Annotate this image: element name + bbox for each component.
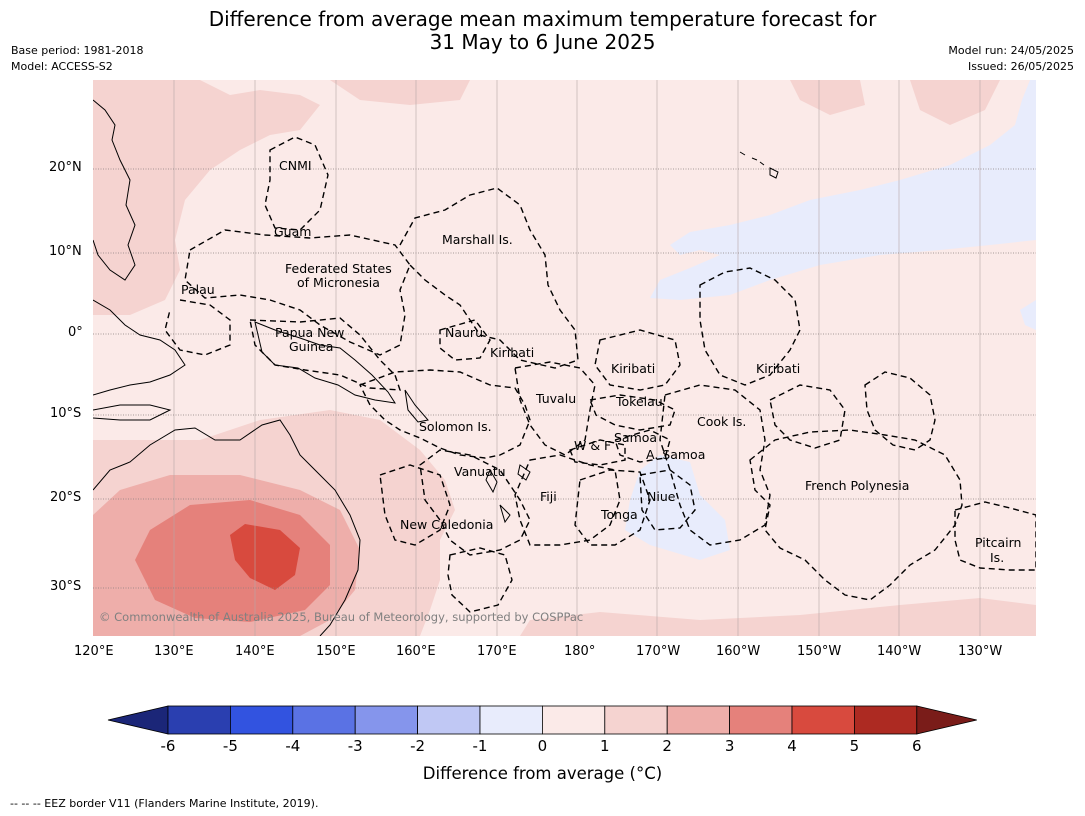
lon-label-170e: 170°E (477, 644, 517, 659)
colorbar-tick-label: -3 (347, 737, 363, 755)
colorbar-tick-label: 4 (787, 737, 797, 755)
region-label-kiribati-west: Kiribati (490, 345, 535, 360)
model-name: Model: ACCESS-S2 (11, 60, 113, 73)
meridian-lines (173, 80, 981, 636)
region-label-tuvalu: Tuvalu (536, 391, 577, 406)
region-label-png-line1: Papua New (275, 325, 345, 340)
colorbar-tick-label: 1 (600, 737, 610, 755)
lon-label-160e: 160°E (396, 644, 436, 659)
lat-label-20n: 20°N (49, 160, 82, 175)
colorbar-tick-label: 5 (849, 737, 860, 755)
colorbar-tick-label: -5 (222, 737, 238, 755)
colorbar-segment (167, 705, 231, 735)
coastlines (93, 99, 779, 636)
map-title-line1: Difference from average mean maximum tem… (208, 7, 877, 31)
copyright-notice: © Commonwealth of Australia 2025, Bureau… (99, 610, 584, 624)
region-label-pitcairn-line1: Pitcairn (975, 535, 1022, 550)
region-label-new-caledonia: New Caledonia (400, 517, 494, 532)
colorbar-tick-label: -6 (160, 737, 176, 755)
region-label-solomon-is: Solomon Is. (419, 419, 492, 434)
region-label-guam: Guam (274, 224, 312, 239)
region-label-wallis-futuna: W & F (574, 438, 612, 453)
region-label-american-samoa: A. Samoa (646, 447, 706, 462)
lon-label-130e: 130°E (154, 644, 194, 659)
region-label-tokelau: Tokelau (616, 394, 663, 409)
colorbar-segment (354, 705, 419, 735)
issued-date: Issued: 26/05/2025 (967, 60, 1074, 73)
colorbar-tick-label: 2 (662, 737, 672, 755)
lon-label-150w: 150°W (797, 644, 842, 659)
base-period: Base period: 1981-2018 (11, 44, 144, 57)
lat-label-10n: 10°N (49, 244, 82, 259)
region-label-kiribati-east: Kiribati (756, 361, 801, 376)
colorbar-segment (604, 705, 668, 735)
region-label-kiribati-central: Kiribati (611, 361, 656, 376)
region-label-fiji: Fiji (540, 489, 557, 504)
region-label-cnmi: CNMI (279, 158, 312, 173)
lon-label-160w: 160°W (716, 644, 761, 659)
colorbar-segment (229, 705, 294, 735)
colorbar-segment (417, 705, 481, 735)
colorbar-segment (791, 705, 855, 735)
region-label-cook-is: Cook Is. (697, 414, 747, 429)
colorbar-tick-label: 3 (724, 737, 735, 755)
region-label-fsm-line1: Federated States (285, 261, 392, 276)
lat-label-10s: 10°S (50, 406, 82, 421)
lon-label-130w: 130°W (958, 644, 1003, 659)
lat-label-0: 0° (68, 325, 83, 340)
anomaly-field (93, 80, 1036, 636)
model-run: Model run: 24/05/2025 (948, 44, 1074, 57)
lon-label-180: 180° (564, 644, 596, 659)
region-label-french-polynesia: French Polynesia (805, 478, 910, 493)
colorbar-tick-label: -4 (285, 737, 301, 755)
lat-label-30s: 30°S (50, 579, 82, 594)
region-label-palau: Palau (181, 282, 215, 297)
region-label-pitcairn-line2: Is. (990, 550, 1005, 565)
colorbar-tick-label: 0 (537, 737, 548, 755)
lon-label-140w: 140°W (877, 644, 922, 659)
colorbar-tick-label: -1 (472, 737, 488, 755)
lon-label-170w: 170°W (636, 644, 681, 659)
colorbar-segment (292, 705, 356, 735)
lon-label-150e: 150°E (316, 644, 356, 659)
eez-borders (164, 136, 1036, 613)
colorbar-label: Difference from average (°C) (422, 764, 663, 783)
region-label-nauru: Nauru (445, 325, 483, 340)
colorbar-tick-label: -2 (410, 737, 426, 755)
region-label-tonga: Tonga (601, 507, 638, 522)
colorbar-segment (666, 705, 731, 735)
eez-legend-note: -- -- -- EEZ border V11 (Flanders Marine… (10, 797, 319, 810)
colorbar-tick-label: 6 (912, 737, 922, 755)
region-label-niue: Niue (647, 489, 676, 504)
region-label-fsm-line2: of Micronesia (297, 275, 380, 290)
region-label-png-line2: Guinea (289, 339, 334, 354)
colorbar-extend-low (107, 705, 169, 735)
lon-label-120e: 120°E (74, 644, 114, 659)
lon-label-140e: 140°E (235, 644, 275, 659)
region-label-samoa: Samoa (614, 430, 658, 445)
colorbar-segment (729, 705, 793, 735)
colorbar-segment (854, 705, 918, 735)
colorbar-segment (479, 705, 543, 735)
map-title-line2: 31 May to 6 June 2025 (429, 30, 656, 54)
lat-label-20s: 20°S (50, 490, 82, 505)
region-label-vanuatu: Vanuatu (454, 464, 506, 479)
colorbar-extend-high (916, 705, 977, 735)
parallel-lines (93, 168, 1036, 589)
region-label-marshall-is: Marshall Is. (442, 232, 513, 247)
colorbar-segment (542, 705, 606, 735)
